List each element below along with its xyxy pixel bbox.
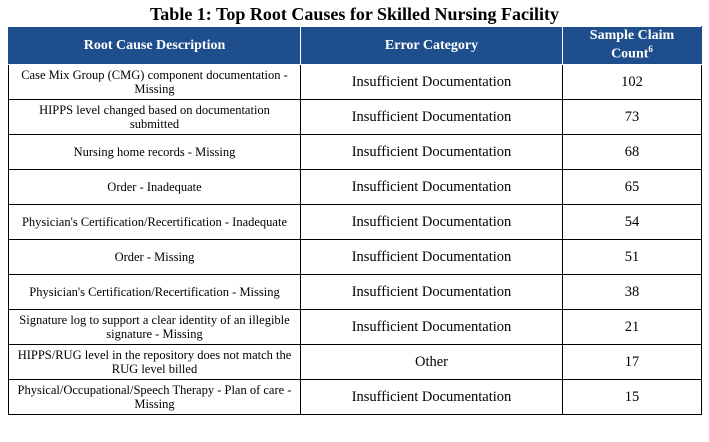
error-category-cell: Insufficient Documentation xyxy=(300,239,563,275)
root-cause-cell: HIPPS/RUG level in the repository does n… xyxy=(8,344,301,380)
claim-count-cell: 65 xyxy=(562,169,702,205)
table-row: HIPPS/RUG level in the repository does n… xyxy=(8,344,702,380)
error-category-cell: Insufficient Documentation xyxy=(300,99,563,135)
error-category-cell: Insufficient Documentation xyxy=(300,274,563,310)
table-title: Table 1: Top Root Causes for Skilled Nur… xyxy=(149,4,560,24)
header-sample-claim-count: Sample Claim Count6 xyxy=(562,26,702,65)
claim-count-cell: 17 xyxy=(562,344,702,380)
root-cause-cell: Physical/Occupational/Speech Therapy - P… xyxy=(8,379,301,415)
root-cause-cell: Order - Inadequate xyxy=(8,169,301,205)
root-cause-cell: Physician's Certification/Recertificatio… xyxy=(8,274,301,310)
root-cause-cell: Nursing home records - Missing xyxy=(8,134,301,170)
table-body: Case Mix Group (CMG) component documenta… xyxy=(8,64,702,415)
claim-count-cell: 21 xyxy=(562,309,702,345)
claim-count-cell: 73 xyxy=(562,99,702,135)
root-cause-cell: Order - Missing xyxy=(8,239,301,275)
header-count-line2: Count xyxy=(611,46,649,62)
error-category-cell: Insufficient Documentation xyxy=(300,379,563,415)
claim-count-cell: 54 xyxy=(562,204,702,240)
claim-count-cell: 102 xyxy=(562,64,702,100)
root-cause-cell: Signature log to support a clear identit… xyxy=(8,309,301,345)
table-row: Case Mix Group (CMG) component documenta… xyxy=(8,64,702,100)
error-category-cell: Insufficient Documentation xyxy=(300,309,563,345)
header-count-line1: Sample Claim xyxy=(589,28,675,44)
table-row: HIPPS level changed based on documentati… xyxy=(8,99,702,135)
table-row: Physician's Certification/Recertificatio… xyxy=(8,274,702,310)
table-row: Physician's Certification/Recertificatio… xyxy=(8,204,702,240)
error-category-cell: Insufficient Documentation xyxy=(300,134,563,170)
table-row: Physical/Occupational/Speech Therapy - P… xyxy=(8,379,702,415)
claim-count-cell: 15 xyxy=(562,379,702,415)
root-causes-table: Root Cause Description Error Category Sa… xyxy=(8,26,702,415)
error-category-cell: Insufficient Documentation xyxy=(300,64,563,100)
claim-count-cell: 68 xyxy=(562,134,702,170)
root-cause-cell: HIPPS level changed based on documentati… xyxy=(8,99,301,135)
header-root-cause: Root Cause Description xyxy=(8,26,301,65)
header-error-category: Error Category xyxy=(300,26,563,65)
table-row: Order - Inadequate Insufficient Documenta… xyxy=(8,169,702,205)
root-cause-cell: Case Mix Group (CMG) component documenta… xyxy=(8,64,301,100)
claim-count-cell: 38 xyxy=(562,274,702,310)
header-row: Root Cause Description Error Category Sa… xyxy=(8,26,702,65)
root-cause-cell: Physician's Certification/Recertificatio… xyxy=(8,204,301,240)
footnote-marker: 6 xyxy=(648,44,653,55)
table-row: Signature log to support a clear identit… xyxy=(8,309,702,345)
error-category-cell: Other xyxy=(300,344,563,380)
table-row: Order - Missing Insufficient Documentatio… xyxy=(8,239,702,275)
table-header: Root Cause Description Error Category Sa… xyxy=(8,26,702,65)
error-category-cell: Insufficient Documentation xyxy=(300,204,563,240)
table-row: Nursing home records - Missing Insufficie… xyxy=(8,134,702,170)
error-category-cell: Insufficient Documentation xyxy=(300,169,563,205)
claim-count-cell: 51 xyxy=(562,239,702,275)
